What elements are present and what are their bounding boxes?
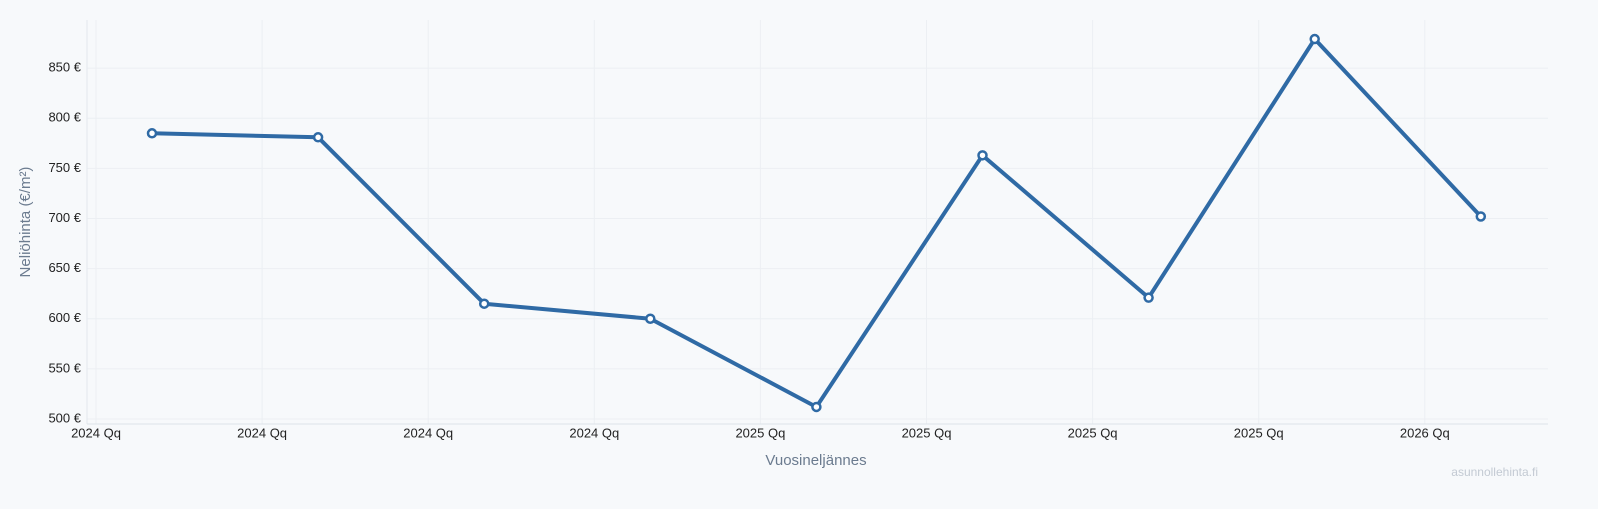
- point: [1309, 33, 1320, 45]
- x-tick-label: 2025 Qq: [1068, 425, 1118, 440]
- y-tick-label: 500 €: [48, 410, 81, 425]
- x-axis-label: Vuosineljännes: [765, 452, 866, 469]
- x-tick-label: 2024 Qq: [71, 425, 121, 440]
- y-tick-label: 700 €: [48, 210, 81, 225]
- x-tick-label: 2024 Qq: [569, 425, 619, 440]
- y-tick-label: 650 €: [48, 260, 81, 275]
- y-tick-label: 600 €: [48, 310, 81, 325]
- y-tick-label: 800 €: [48, 110, 81, 125]
- x-tick-label: 2024 Qq: [237, 425, 287, 440]
- x-tick-label: 2026 Qq: [1400, 425, 1450, 440]
- point: [977, 150, 988, 161]
- x-tick-label: 2024 Qq: [403, 425, 453, 440]
- y-tick-label: 550 €: [48, 360, 81, 375]
- y-tick-label: 850 €: [48, 60, 81, 75]
- watermark: asunnollehinta.fi: [1451, 465, 1538, 479]
- x-tick-label: 2025 Qq: [735, 425, 785, 440]
- point: [1475, 211, 1487, 222]
- point: [811, 401, 822, 413]
- point: [312, 132, 324, 143]
- point: [1143, 292, 1154, 303]
- y-axis-label: Neliöhinta (€/m²): [17, 167, 34, 278]
- point: [478, 298, 490, 309]
- y-tick-label: 750 €: [48, 160, 81, 175]
- x-tick-label: 2025 Qq: [1234, 425, 1284, 440]
- point: [146, 128, 158, 139]
- point: [645, 313, 656, 324]
- x-tick-label: 2025 Qq: [902, 425, 952, 440]
